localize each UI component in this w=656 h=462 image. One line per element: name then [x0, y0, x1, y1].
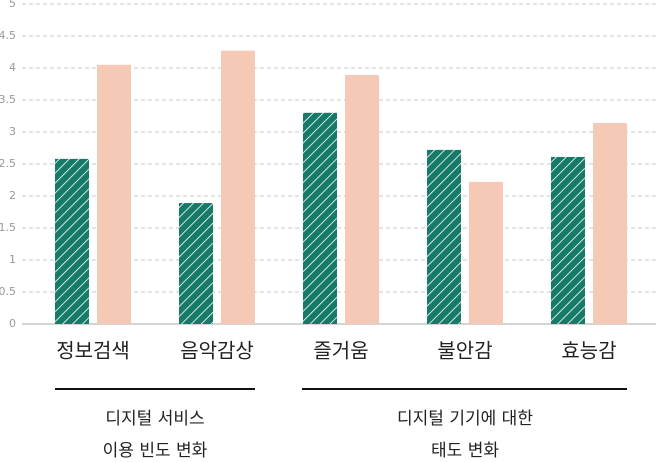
y-tick-label: 3: [9, 125, 16, 138]
y-tick-label: 1: [9, 253, 16, 266]
bar: [427, 149, 461, 324]
group-label: 디지털 서비스: [105, 409, 204, 429]
y-tick-label: 4.5: [0, 29, 16, 42]
y-tick-label: 0.5: [0, 285, 16, 298]
x-tick-label: 정보검색: [56, 339, 130, 363]
y-tick-label: 5: [9, 0, 16, 10]
bar: [97, 64, 131, 325]
y-tick-label: 3.5: [0, 93, 16, 106]
group-label: 이용 빈도 변화: [103, 441, 208, 461]
y-tick-label: 0: [9, 317, 16, 330]
x-tick-label: 불안감: [437, 339, 492, 363]
bar: [593, 123, 627, 324]
x-tick-label: 즐거움: [313, 339, 368, 363]
y-tick-label: 4: [9, 61, 16, 74]
x-tick-label: 효능감: [561, 339, 616, 363]
bar: [551, 156, 585, 324]
y-tick-label: 2.5: [0, 157, 16, 170]
bar: [469, 181, 503, 324]
x-tick-label: 음악감상: [180, 339, 254, 363]
bar: [345, 75, 379, 324]
group-label: 디지털 기기에 대한: [397, 409, 533, 429]
y-tick-label: 1.5: [0, 221, 16, 234]
bar: [303, 112, 337, 324]
bar: [55, 158, 89, 324]
bar: [179, 203, 213, 324]
bar: [221, 50, 255, 324]
group-label: 태도 변화: [431, 441, 499, 461]
y-tick-label: 2: [9, 189, 16, 202]
